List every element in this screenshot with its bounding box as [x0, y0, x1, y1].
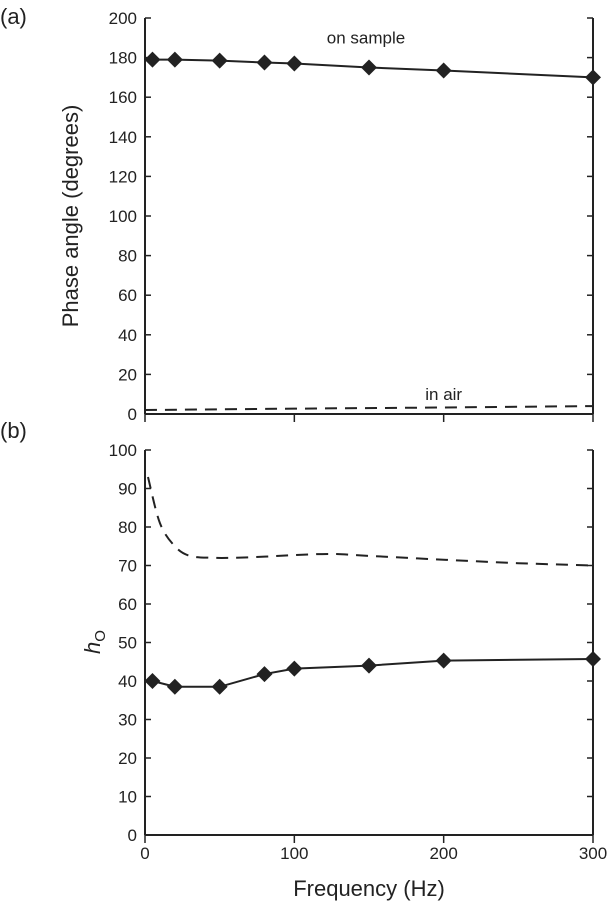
panel-label-a: (a)	[0, 4, 27, 29]
annotation-label: in air	[425, 385, 462, 404]
annotation-label: on sample	[327, 29, 405, 48]
y-tick-label: 40	[118, 326, 137, 345]
data-point-diamond	[286, 55, 303, 72]
x-axis-label: Frequency (Hz)	[293, 876, 445, 901]
data-point-diamond	[361, 59, 377, 76]
data-point-diamond	[211, 52, 228, 69]
panel-label-b: (b)	[0, 418, 27, 443]
y-tick-label: 70	[118, 557, 137, 576]
y-tick-label: 180	[109, 49, 137, 68]
series-line-in-air	[147, 476, 594, 567]
data-point-diamond	[211, 678, 228, 695]
y-tick-label: 30	[118, 711, 137, 730]
x-tick-label: 200	[429, 844, 457, 863]
y-tick-label: 20	[118, 749, 137, 768]
y-tick-label: 80	[118, 247, 137, 266]
data-point-diamond	[585, 651, 601, 668]
y-axis-label-b-main: h	[80, 642, 105, 654]
y-tick-label: 50	[118, 634, 137, 653]
data-point-diamond	[435, 62, 452, 79]
y-axis-label-b-sub: O	[92, 630, 109, 642]
y-tick-label: 90	[118, 480, 137, 499]
data-point-diamond	[256, 666, 273, 683]
data-point-diamond	[144, 51, 161, 68]
y-tick-label: 0	[128, 405, 137, 424]
y-tick-label: 160	[109, 88, 137, 107]
y-tick-label: 140	[109, 128, 137, 147]
data-point-diamond	[435, 652, 452, 669]
x-tick-label: 300	[579, 844, 607, 863]
y-tick-label: 100	[109, 207, 137, 226]
data-point-diamond	[166, 678, 183, 695]
y-tick-label: 80	[118, 518, 137, 537]
y-tick-label: 60	[118, 286, 137, 305]
y-axis-label-a: Phase angle (degrees)	[58, 105, 83, 328]
y-tick-label: 10	[118, 788, 137, 807]
y-tick-label: 60	[118, 595, 137, 614]
data-point-diamond	[166, 51, 183, 68]
y-axis-label-b: hO	[80, 630, 109, 654]
y-tick-label: 200	[109, 9, 137, 28]
data-point-diamond	[144, 673, 161, 689]
y-tick-label: 120	[109, 167, 137, 186]
data-point-diamond	[256, 54, 273, 71]
y-tick-label: 100	[109, 441, 137, 460]
data-point-diamond	[286, 660, 303, 677]
series-line-in-air	[144, 405, 594, 412]
data-point-diamond	[585, 69, 601, 86]
y-tick-label: 0	[128, 826, 137, 845]
y-tick-label: 40	[118, 672, 137, 691]
data-point-diamond	[361, 657, 377, 674]
x-tick-label: 100	[280, 844, 308, 863]
y-tick-label: 20	[118, 365, 137, 384]
x-tick-label: 0	[140, 844, 149, 863]
